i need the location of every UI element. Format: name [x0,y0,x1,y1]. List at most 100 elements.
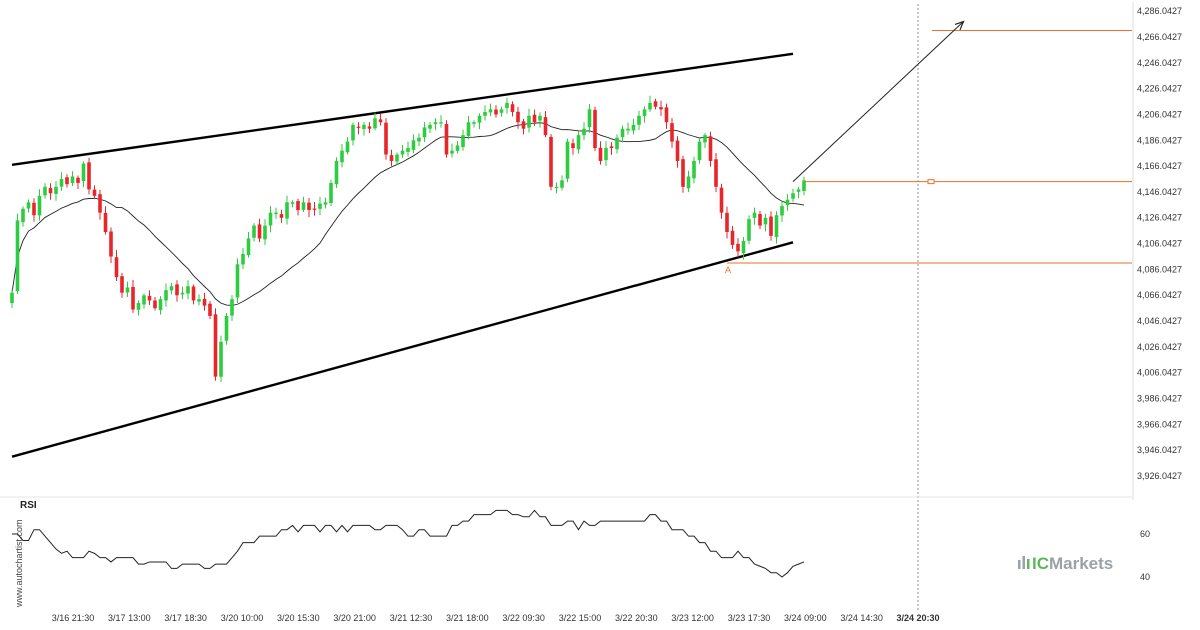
candle [400,144,405,158]
brand-suffix: Markets [1049,554,1113,573]
candle-body [587,109,592,128]
candle-body [466,122,471,137]
candle-body [26,202,31,209]
rsi-tick-label: 60 [1140,529,1150,539]
candle [725,206,729,239]
candle [565,138,570,183]
candle-body [422,127,427,138]
candle-body [252,225,256,238]
candle [246,232,251,258]
candle-body [197,299,201,302]
candle-body [340,150,344,163]
candle [670,117,674,148]
candle [186,280,190,300]
candle-body [230,299,234,316]
candle-body [615,137,619,150]
candle [318,196,322,216]
candle [125,281,130,297]
candle [653,98,658,110]
candle [554,182,559,194]
candle-body [246,238,251,256]
candle [274,207,278,219]
candle [285,195,289,225]
candle [406,141,410,157]
candle [120,272,124,298]
candle-body [543,117,548,136]
candle [142,293,146,309]
candle-body [510,104,515,112]
candle [202,292,207,311]
candle [686,170,691,193]
candle-body [180,292,185,295]
candle [747,215,751,245]
candle [659,100,663,116]
candle-body [582,128,586,136]
candle [439,115,443,128]
candle [774,211,779,244]
candle [626,122,630,135]
candle [516,106,520,129]
candle [175,280,179,302]
candle-body [109,231,113,257]
candle-body [312,208,317,210]
candle-body [373,118,377,129]
candle [785,194,790,211]
candle [719,183,724,219]
candle [543,111,548,138]
candle [329,179,333,206]
candle [70,171,75,187]
candle [345,136,350,155]
candle-body [648,102,652,110]
candle-body [461,135,465,148]
candle [510,101,515,117]
candle [411,134,416,154]
candle-body [395,154,399,162]
time-tick-label: 3/20 21:00 [333,613,376,623]
brand-logo: ICMarkets [1018,554,1113,573]
time-tick-label: 3/24 20:30 [896,613,939,623]
candle [263,219,267,246]
upper-channel-line [11,52,794,167]
candle [10,289,14,308]
candle-body [114,257,119,278]
candle [444,120,449,158]
candle-body [285,202,289,219]
time-tick-label: 3/20 10:00 [221,613,264,623]
candle [664,103,669,129]
candle [461,129,465,151]
candle-body [725,212,729,233]
candle-body [158,299,163,311]
candle-body [257,224,262,239]
candle-body [345,141,350,153]
candle [450,143,454,158]
price-tick-label: 4,146.0427 [1137,187,1182,197]
candle [169,282,174,295]
candle [796,186,801,199]
candle [48,183,53,200]
candle [488,103,493,117]
candle [367,122,372,134]
price-tick-label: 4,186.0427 [1137,135,1182,145]
candle [26,199,31,213]
candle-body [241,253,245,265]
candle [43,183,47,199]
candle-body [730,230,735,245]
candle-body [323,202,328,205]
candle-body [43,186,47,196]
candle-body [367,126,372,129]
candle [736,238,740,258]
lower-channel-line [11,241,794,458]
candle-body [32,202,36,216]
candle [32,198,36,222]
candle [703,132,707,148]
candle [697,137,702,164]
candle-body [131,286,135,310]
brand-name: ICMarkets [1032,554,1113,573]
price-tick-label: 4,066.0427 [1137,290,1182,300]
candle [153,296,157,311]
candle-body [76,177,80,183]
candle [758,210,762,230]
candle-body [521,121,526,129]
candle-body [213,314,218,377]
price-tick-label: 4,126.0427 [1137,213,1182,223]
